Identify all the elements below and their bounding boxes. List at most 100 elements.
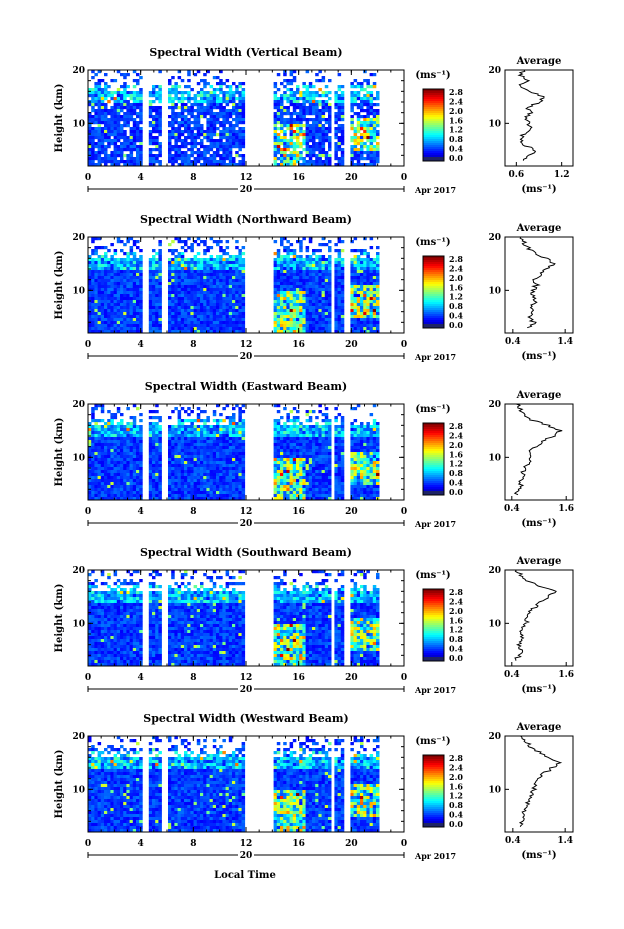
heatmap-cell <box>126 482 130 486</box>
heatmap-cell <box>110 273 114 277</box>
heatmap-cell <box>280 324 284 328</box>
heatmap-cell <box>200 130 204 134</box>
heatmap-cell <box>289 315 294 319</box>
heatmap-cell <box>366 273 370 277</box>
heatmap-cell <box>152 255 156 259</box>
heatmap-cell <box>126 94 130 98</box>
heatmap-cell <box>241 258 246 262</box>
heatmap-cell <box>206 70 210 74</box>
heatmap-cell <box>350 288 354 292</box>
heatmap-cell <box>273 285 278 289</box>
heatmap-cell <box>97 446 102 450</box>
heatmap-cell <box>158 106 162 110</box>
heatmap-cell <box>241 82 246 86</box>
heatmap-cell <box>190 282 194 286</box>
heatmap-cell <box>126 124 130 128</box>
heatmap-cell <box>120 321 124 325</box>
heatmap-cell <box>360 267 364 271</box>
heatmap-cell <box>91 127 95 131</box>
heatmap-cell <box>113 115 118 119</box>
heatmap-cell <box>94 455 98 459</box>
heatmap-cell <box>299 130 303 134</box>
heatmap-cell <box>190 440 194 444</box>
heatmap-cell <box>369 118 374 122</box>
heatmap-cell <box>139 139 143 143</box>
average-x-tick-label: 1.4 <box>557 337 573 347</box>
heatmap-cell <box>321 118 326 122</box>
heatmap-cell <box>225 303 230 307</box>
heatmap-cell <box>353 303 358 307</box>
heatmap-cell <box>132 79 137 83</box>
heatmap-cell <box>187 428 191 432</box>
heatmap-cell <box>315 112 319 116</box>
heatmap-cell <box>302 130 306 134</box>
heatmap-cell <box>302 312 306 316</box>
heatmap-cell <box>318 148 322 152</box>
heatmap-cell <box>148 434 153 438</box>
colorbar-segment <box>423 117 444 120</box>
heatmap-cell <box>126 258 130 262</box>
heatmap-cell <box>209 306 214 310</box>
heatmap-cell <box>241 327 246 331</box>
heatmap-cell <box>94 452 98 456</box>
heatmap-cell <box>148 428 153 432</box>
heatmap-cell <box>107 154 111 158</box>
heatmap-cell <box>356 267 361 271</box>
heatmap-cell <box>120 491 124 495</box>
colorbar-segment <box>423 89 444 92</box>
heatmap-cell <box>132 473 137 477</box>
heatmap-cell <box>366 100 370 104</box>
heatmap-cell <box>158 419 162 423</box>
heatmap-cell <box>283 237 287 241</box>
heatmap-cell <box>97 279 102 283</box>
heatmap-cell <box>376 160 380 164</box>
heatmap-cell <box>203 276 207 280</box>
heatmap-cell <box>232 130 236 134</box>
heatmap-cell <box>123 279 127 283</box>
heatmap-cell <box>372 279 377 283</box>
heatmap-cell <box>158 273 162 277</box>
heatmap-cell <box>286 270 290 274</box>
heatmap-cell <box>193 133 198 137</box>
heatmap-cell <box>292 100 297 104</box>
heatmap-cell <box>280 255 284 259</box>
heatmap-cell <box>283 121 287 125</box>
heatmap-cell <box>190 136 194 140</box>
heatmap-cell <box>88 118 92 122</box>
heatmap-cell <box>312 327 316 331</box>
heatmap-cell <box>126 455 130 459</box>
heatmap-cell <box>340 109 345 113</box>
heatmap-cell <box>283 73 287 77</box>
heatmap-cell <box>299 285 303 289</box>
heatmap-cell <box>312 97 316 101</box>
heatmap-cell <box>196 276 201 280</box>
heatmap-cell <box>222 288 226 292</box>
heatmap-cell <box>116 97 121 101</box>
heatmap-cell <box>190 443 194 447</box>
heatmap-cell <box>174 437 178 441</box>
heatmap-cell <box>116 258 121 262</box>
heatmap-cell <box>312 321 316 325</box>
heatmap-cell <box>376 94 380 98</box>
heatmap-cell <box>302 270 306 274</box>
heatmap-cell <box>219 258 223 262</box>
heatmap-cell <box>276 309 281 313</box>
heatmap-cell <box>187 273 191 277</box>
heatmap-cell <box>168 479 172 483</box>
heatmap-cell <box>132 455 137 459</box>
heatmap-cell <box>216 103 220 107</box>
heatmap-cell <box>152 276 156 280</box>
heatmap-cell <box>97 309 102 313</box>
heatmap-cell <box>123 121 127 125</box>
heatmap-cell <box>152 327 156 331</box>
heatmap-cell <box>187 437 191 441</box>
heatmap-cell <box>190 321 194 325</box>
heatmap-cell <box>337 109 342 113</box>
heatmap-cell <box>302 330 306 333</box>
heatmap-cell <box>212 273 217 277</box>
heatmap-cell <box>180 282 185 286</box>
heatmap-cell <box>273 264 278 268</box>
heatmap-cell <box>289 142 294 146</box>
date-label: Apr 2017 <box>414 352 456 362</box>
heatmap-cell <box>203 327 207 331</box>
